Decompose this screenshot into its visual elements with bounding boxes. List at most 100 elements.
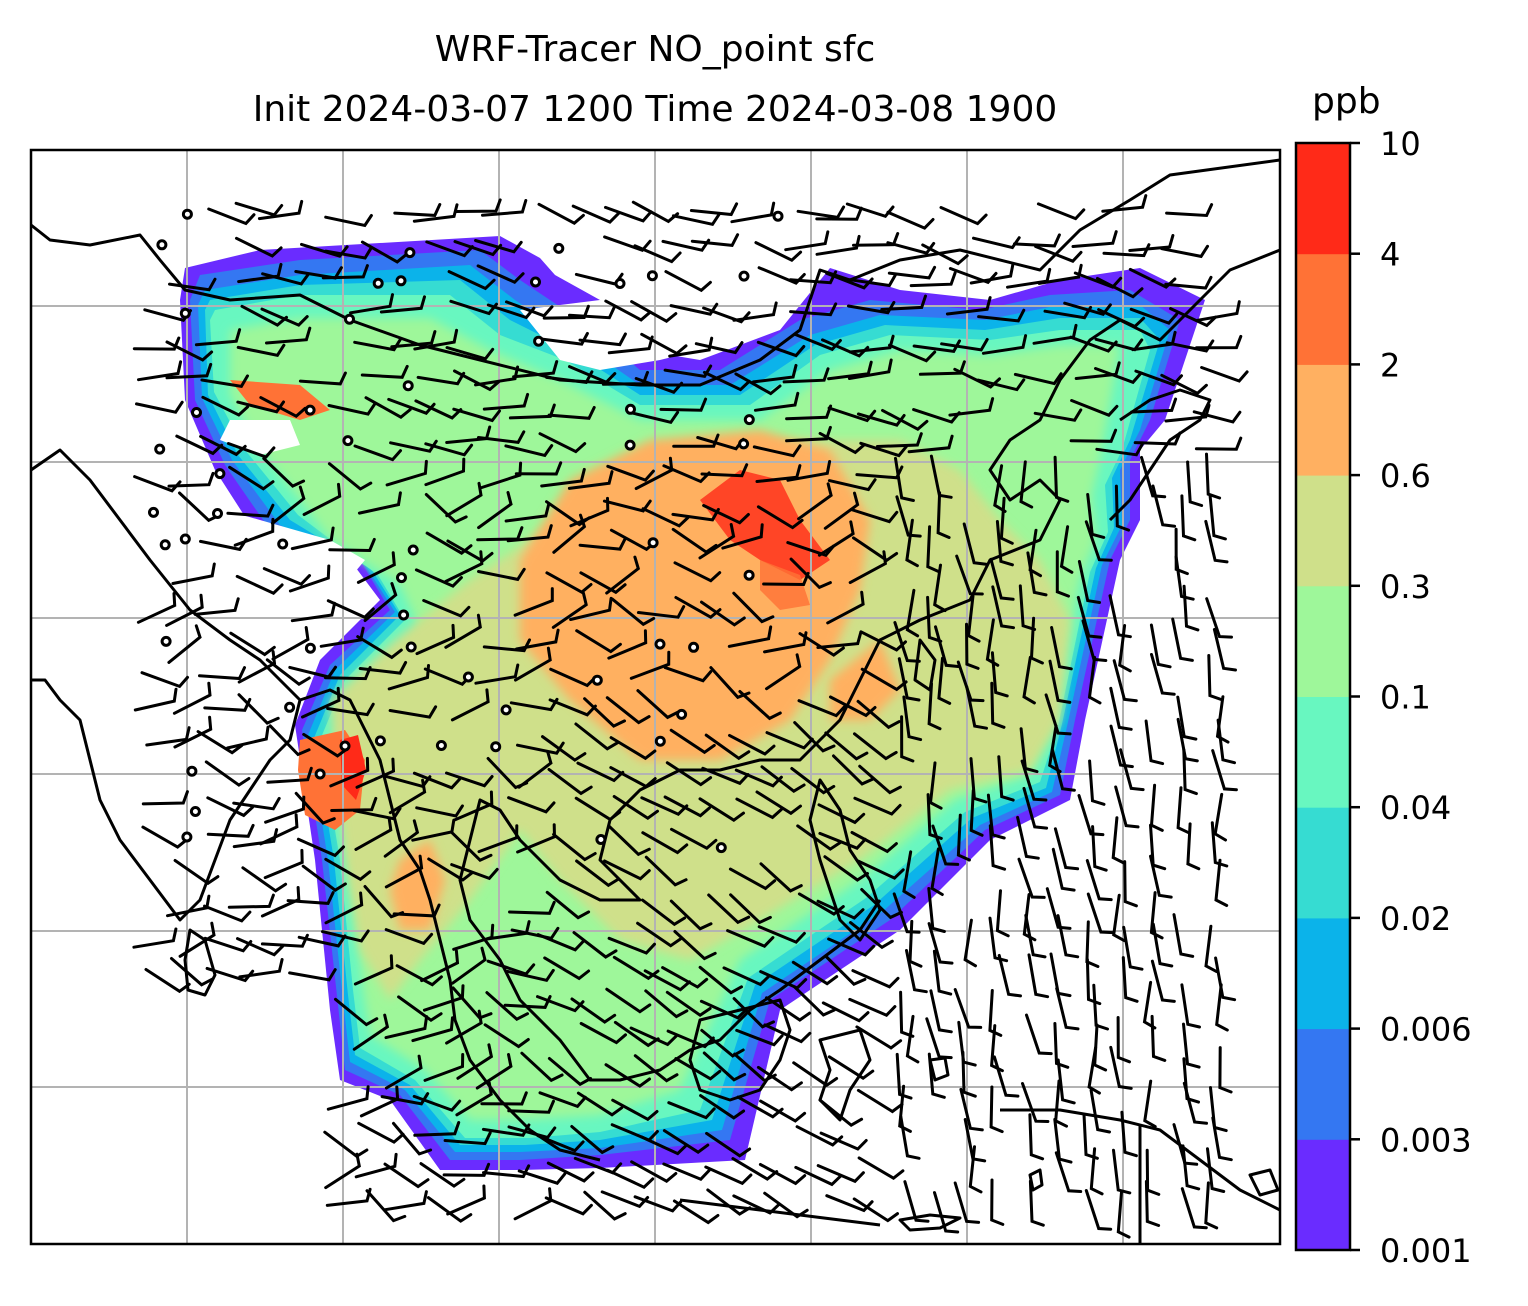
wind-barb — [602, 499, 652, 513]
colorbar-tick-label: 0.6 — [1380, 457, 1431, 495]
coastline-india — [31, 448, 302, 922]
calm-wind-marker — [339, 740, 351, 752]
wind-barb — [993, 464, 1007, 513]
wind-barb — [1097, 308, 1146, 329]
wind-barb — [699, 1094, 746, 1120]
wind-barb — [728, 733, 776, 756]
wind-barb — [997, 953, 1022, 998]
calm-wind-marker — [407, 544, 419, 556]
wind-barb — [1128, 234, 1175, 252]
wind-barb — [1149, 891, 1164, 940]
wind-barb — [612, 955, 660, 981]
wind-barb — [170, 957, 214, 987]
wind-barb — [141, 790, 189, 806]
wind-barb — [1210, 821, 1229, 868]
colorbar-segment — [1296, 696, 1350, 808]
wind-barb — [818, 1098, 864, 1128]
wind-barb — [668, 336, 714, 358]
wind-barb — [760, 765, 806, 794]
wind-barb — [928, 761, 943, 810]
wind-barb — [643, 969, 691, 992]
wind-barb — [290, 601, 337, 623]
wind-barb — [1194, 436, 1243, 451]
wind-barb — [1129, 307, 1179, 325]
wind-barb — [633, 1054, 679, 1083]
wind-barb — [196, 730, 244, 755]
wind-barb — [759, 1099, 807, 1123]
wind-barb — [689, 202, 739, 217]
wind-barb — [959, 1087, 984, 1132]
wind-barb — [735, 1028, 784, 1047]
wind-barb — [662, 464, 711, 484]
wind-barb — [236, 937, 285, 957]
wind-barb — [758, 1163, 807, 1186]
wind-barb — [953, 1181, 981, 1224]
wind-barb — [165, 362, 213, 380]
wind-barb — [912, 339, 961, 354]
wind-barb — [729, 893, 772, 925]
wind-barb — [425, 531, 473, 556]
wind-barb — [997, 755, 1015, 802]
wind-barb — [1214, 956, 1237, 1002]
wind-barb — [1053, 455, 1070, 503]
wind-barb — [821, 1001, 870, 1023]
wind-barb — [476, 264, 525, 284]
wind-barb — [207, 207, 256, 226]
wind-barb — [423, 1053, 465, 1082]
wind-barb — [1144, 1180, 1161, 1227]
wind-barb — [732, 301, 778, 322]
wind-barb — [815, 234, 861, 256]
wind-barb — [669, 728, 716, 755]
wind-barb — [451, 946, 487, 985]
wind-barb — [858, 764, 902, 795]
wind-barb — [236, 400, 285, 414]
wind-barb — [927, 887, 946, 933]
wind-barb — [327, 402, 377, 416]
wind-barb — [507, 796, 556, 814]
wind-barb — [661, 966, 709, 989]
wind-barb — [1122, 925, 1144, 971]
wind-barb — [855, 465, 904, 480]
wind-barb — [965, 685, 988, 730]
wind-barb — [475, 1053, 513, 1090]
wind-barb — [302, 482, 342, 516]
wind-barb — [1054, 1151, 1083, 1193]
calm-wind-marker — [277, 538, 289, 550]
wind-barb — [969, 789, 984, 837]
wind-barb — [738, 690, 782, 721]
wind-barb — [1182, 748, 1198, 796]
wind-barb — [1195, 300, 1241, 322]
wind-barb — [735, 797, 783, 820]
wind-barb — [578, 332, 627, 347]
wind-barb — [194, 328, 242, 347]
wind-barb — [1119, 748, 1145, 792]
wind-barb — [880, 294, 927, 311]
wind-barb — [605, 555, 641, 595]
wind-barb — [229, 631, 276, 657]
wind-barb — [785, 425, 832, 443]
wind-barb — [1114, 484, 1131, 532]
calm-wind-marker — [159, 539, 171, 551]
wind-barb — [514, 646, 552, 682]
calm-wind-marker — [404, 247, 416, 259]
wind-barb — [1045, 887, 1072, 930]
wind-barb — [1116, 1190, 1131, 1239]
wind-barb — [823, 491, 860, 530]
wind-barb — [268, 724, 311, 757]
calm-wind-marker — [186, 765, 198, 777]
wind-barb — [300, 242, 349, 258]
calm-wind-marker — [530, 276, 541, 288]
wind-barb — [1174, 527, 1189, 576]
wind-barb — [265, 658, 311, 687]
wind-barb — [204, 760, 251, 787]
wind-barb — [540, 467, 586, 488]
wind-barb — [356, 635, 403, 660]
calm-wind-marker — [715, 842, 727, 854]
wind-barb — [817, 803, 866, 825]
wind-barb — [165, 340, 214, 362]
wind-barb — [965, 622, 980, 670]
wind-barb — [575, 859, 621, 888]
coastline-timor — [898, 1213, 962, 1232]
wind-barb — [290, 526, 335, 551]
wind-barb — [664, 270, 712, 293]
